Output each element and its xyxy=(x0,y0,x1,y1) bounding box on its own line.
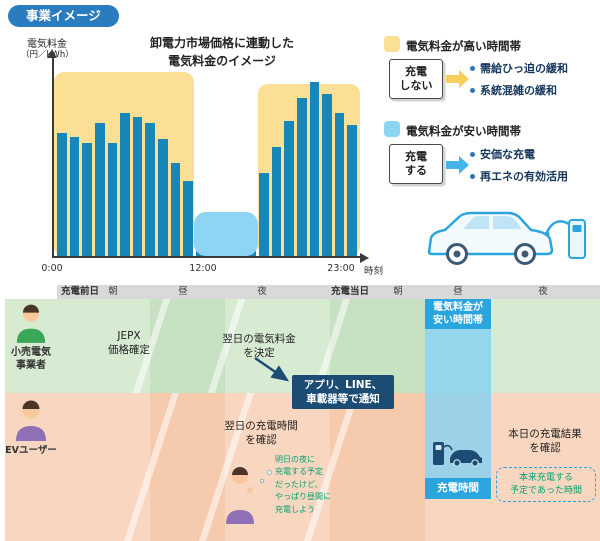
notify-box: アプリ、LINE、 車載器等で通知 xyxy=(292,375,394,409)
bar xyxy=(145,123,155,256)
page-title: 事業イメージ xyxy=(8,5,119,27)
effect-item: 系統混雑の緩和 xyxy=(470,82,568,98)
bar xyxy=(132,117,143,256)
timeline-header-strip xyxy=(57,285,600,299)
original-plan-note: 本来充電する 予定であった時間 xyxy=(496,467,596,503)
effect-item: 需給ひっ迫の緩和 xyxy=(470,60,568,76)
arrow-right-icon xyxy=(446,70,470,88)
bar xyxy=(322,93,332,256)
check-result-event: 本日の充電結果 を確認 xyxy=(508,428,582,455)
arrow-head xyxy=(459,156,469,174)
retailer-label: 小売電気 事業者 xyxy=(5,303,57,372)
effect-item: 安価な充電 xyxy=(470,146,568,162)
no-charge-box: 充電 しない xyxy=(389,59,443,99)
bullet-icon xyxy=(470,87,475,93)
ev-charging-icon xyxy=(433,442,482,467)
arrow-right-icon xyxy=(446,156,470,174)
column-tint xyxy=(150,393,225,541)
charge-box: 充電 する xyxy=(389,144,443,184)
low-price-band-midday xyxy=(194,212,258,256)
header-day-before: 充電前日 xyxy=(60,286,100,297)
x-tick-12: 12:00 xyxy=(189,263,217,274)
charge-time-label: 充電時間 xyxy=(425,478,491,499)
x-tick-0: 0:00 xyxy=(41,263,63,274)
bar xyxy=(271,147,282,256)
retailer-person-icon xyxy=(16,304,46,343)
cheap-hours-label: 電気料金が 安い時間帯 xyxy=(425,299,491,329)
effect-item: 再エネの有効活用 xyxy=(470,168,568,184)
high-price-effects: 需給ひっ迫の緩和 系統混雑の緩和 xyxy=(470,60,568,104)
header-noon-1: 昼 xyxy=(178,286,188,297)
high-price-legend-title: 電気料金が高い時間帯 xyxy=(406,39,521,53)
low-price-swatch-icon xyxy=(384,121,400,137)
low-price-effects: 安価な充電 再エネの有効活用 xyxy=(470,146,568,190)
header-day-of: 充電当日 xyxy=(330,286,370,297)
x-axis-label: 時刻 xyxy=(364,266,384,277)
arrow-stem xyxy=(446,161,459,169)
ev-user-label-text: EVユーザー xyxy=(5,445,57,456)
bar xyxy=(284,121,294,256)
arrow-stem xyxy=(446,75,459,83)
cheap-hours-column: 電気料金が 安い時間帯 充電時間 xyxy=(425,299,491,499)
bar xyxy=(158,139,168,256)
thinking-person-icon xyxy=(226,467,254,524)
decide-price-event: 翌日の電気料金 を決定 xyxy=(222,333,296,360)
header-night-2: 夜 xyxy=(538,286,548,297)
bar xyxy=(69,137,80,256)
thought-text: 明日の夜に 充電する予定 だったけど、 やっぱり昼間に 充電しよう xyxy=(275,455,331,514)
y-axis-label: 電気料金 xyxy=(27,39,67,50)
bar xyxy=(334,113,345,256)
bar xyxy=(259,172,269,256)
high-price-swatch-icon xyxy=(384,36,400,52)
low-price-legend-title: 電気料金が安い時間帯 xyxy=(406,124,521,138)
thought-bubble-dot-icon xyxy=(267,470,272,475)
header-morning-1: 朝 xyxy=(108,286,118,297)
bar xyxy=(309,81,320,256)
bar xyxy=(347,125,357,256)
x-tick-23: 23:00 xyxy=(327,263,355,274)
bullet-icon xyxy=(470,173,475,179)
ev-user-person-icon xyxy=(16,400,46,441)
retailer-label-text: 小売電気 事業者 xyxy=(11,347,51,371)
chart-title: 卸電力市場価格に連動した 電気料金のイメージ xyxy=(149,36,294,68)
header-night-1: 夜 xyxy=(257,286,267,297)
bar xyxy=(94,123,105,256)
jepx-event: JEPX 価格確定 xyxy=(108,330,150,357)
thought-bubble-dot-icon xyxy=(260,479,264,483)
ev-user-lane xyxy=(5,393,600,541)
header-noon-2: 昼 xyxy=(453,286,463,297)
bar xyxy=(170,162,181,256)
effect-text: 需給ひっ迫の緩和 xyxy=(480,62,568,75)
bullet-icon xyxy=(470,151,475,157)
effect-text: 再エネの有効活用 xyxy=(480,170,568,183)
bar xyxy=(183,180,193,256)
notify-arrow-icon xyxy=(254,356,290,382)
effect-text: 系統混雑の緩和 xyxy=(480,84,557,97)
bar-series xyxy=(54,58,360,256)
ev-user-label: EVユーザー xyxy=(5,398,57,457)
chart-plot-area xyxy=(47,49,369,263)
bar xyxy=(57,133,67,256)
bar xyxy=(82,143,92,256)
bar xyxy=(107,143,118,256)
bar xyxy=(296,97,307,256)
x-axis-arrow-icon xyxy=(360,253,369,263)
arrow-head xyxy=(459,70,469,88)
effect-text: 安価な充電 xyxy=(480,148,535,161)
ev-car-illustration xyxy=(427,211,586,265)
header-morning-2: 朝 xyxy=(393,286,403,297)
bar xyxy=(120,113,130,256)
bullet-icon xyxy=(470,65,475,71)
confirm-time-event: 翌日の充電時間 を確認 xyxy=(224,420,298,447)
y-axis-arrow-icon xyxy=(47,49,57,58)
